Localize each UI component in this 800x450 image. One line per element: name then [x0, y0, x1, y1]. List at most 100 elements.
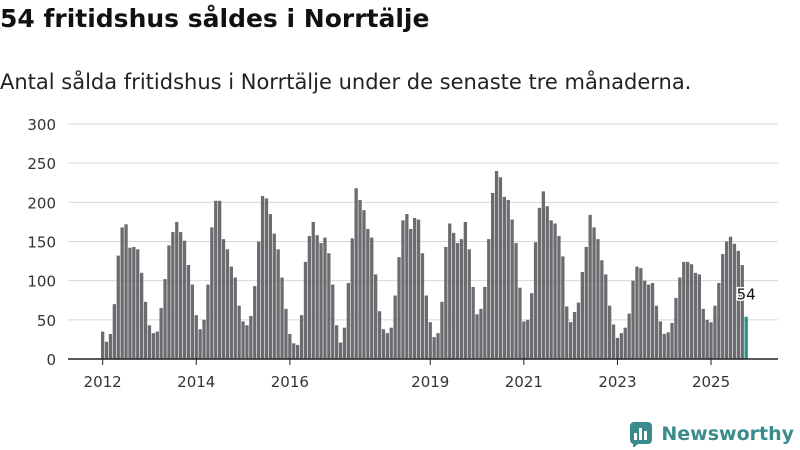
bar	[245, 325, 249, 359]
y-tick-label: 250	[27, 155, 56, 173]
bar	[530, 293, 534, 359]
bar	[518, 287, 522, 359]
bar	[725, 241, 729, 359]
bar	[510, 219, 514, 359]
bar	[342, 327, 347, 359]
bar	[159, 308, 163, 359]
bar	[143, 301, 148, 359]
bar	[440, 301, 444, 359]
bar	[171, 232, 175, 359]
bar	[284, 308, 288, 359]
bar	[498, 177, 503, 359]
bar	[307, 236, 311, 359]
y-tick-label: 300	[27, 116, 56, 134]
bar	[650, 283, 655, 359]
bar	[623, 327, 627, 359]
bar	[112, 304, 116, 359]
bar	[362, 210, 366, 359]
x-tick-label: 2025	[692, 373, 730, 391]
x-tick-label: 2021	[505, 373, 543, 391]
bar	[732, 243, 737, 359]
bar	[475, 314, 479, 359]
bar	[561, 256, 565, 359]
bar	[635, 266, 639, 359]
bar	[253, 286, 257, 359]
bar	[514, 243, 518, 359]
bar	[405, 214, 409, 359]
bar	[491, 192, 495, 359]
bar	[381, 329, 386, 359]
bar	[218, 200, 222, 359]
bar	[693, 272, 698, 359]
bar	[721, 254, 725, 359]
bar	[502, 196, 506, 359]
bar	[327, 253, 331, 359]
bar	[604, 274, 608, 359]
x-axis: 2012 2014 2016 2019 2021 2023 2025	[84, 359, 730, 391]
bar	[654, 305, 659, 359]
bar	[397, 257, 401, 359]
bar	[350, 238, 354, 359]
bar	[147, 325, 152, 359]
chart-subtitle: Antal sålda fritidshus i Norrtälje under…	[0, 70, 692, 94]
bar	[401, 220, 405, 359]
bars	[101, 171, 748, 359]
bar	[740, 265, 744, 359]
bar	[541, 191, 545, 359]
bar	[221, 239, 226, 359]
bar	[565, 306, 569, 359]
bar	[494, 171, 499, 359]
bar	[280, 277, 284, 359]
bar	[572, 312, 577, 359]
bar	[533, 242, 538, 359]
bar	[658, 321, 662, 359]
bar	[596, 239, 600, 359]
bar	[416, 219, 421, 359]
bar	[101, 331, 105, 359]
bar	[186, 265, 191, 359]
bar	[463, 221, 467, 359]
bar	[459, 239, 464, 359]
bar	[420, 253, 425, 359]
bar	[104, 341, 109, 359]
bar	[436, 333, 440, 359]
bar	[179, 232, 183, 359]
bar	[288, 333, 292, 359]
bar	[553, 223, 557, 359]
bar	[686, 261, 690, 359]
bar	[682, 261, 686, 359]
bar	[140, 272, 144, 359]
bar	[136, 249, 140, 359]
bar	[522, 321, 526, 359]
bar	[128, 247, 132, 359]
bar	[319, 243, 323, 359]
data-labels: 54	[735, 284, 757, 305]
bar	[639, 268, 643, 359]
bar	[194, 315, 198, 359]
bar	[163, 279, 167, 359]
bar	[108, 333, 113, 359]
bar	[229, 266, 233, 359]
bar	[377, 311, 382, 359]
bar	[444, 246, 448, 359]
bar	[545, 206, 549, 359]
y-tick-label: 200	[27, 194, 56, 212]
bar	[701, 308, 705, 359]
bar	[713, 305, 717, 359]
bar	[299, 315, 304, 359]
bar	[666, 332, 670, 359]
bar	[549, 220, 553, 359]
bar	[335, 325, 339, 359]
bar	[260, 196, 265, 359]
bar	[296, 344, 300, 359]
bar	[506, 199, 510, 359]
bar	[370, 237, 374, 359]
newsworthy-bar-logo-icon	[630, 422, 653, 447]
bar	[471, 286, 475, 359]
bar	[268, 214, 272, 359]
bar	[736, 250, 740, 359]
chart-title: 54 fritidshus såldes i Norrtälje	[0, 4, 430, 33]
bar	[175, 221, 179, 359]
x-tick-label: 2012	[84, 373, 122, 391]
bar	[428, 322, 432, 359]
